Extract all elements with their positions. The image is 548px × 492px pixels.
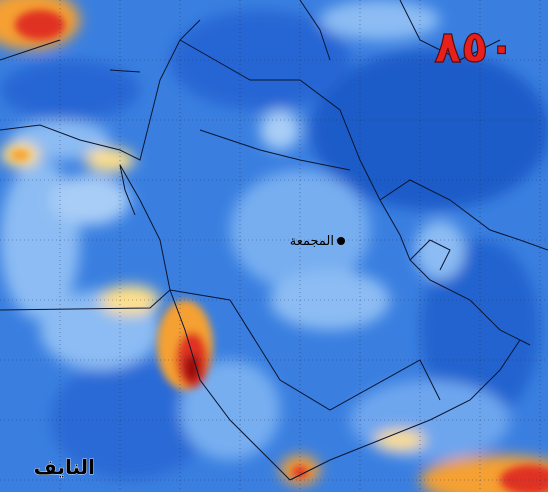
hot-spots: [10, 10, 548, 492]
signature: النايف: [34, 455, 95, 479]
level-label: ٨٥٠: [434, 22, 515, 73]
coastlines: [0, 0, 548, 481]
city-label: المجمعة: [290, 234, 334, 249]
city-marker: [337, 237, 345, 245]
